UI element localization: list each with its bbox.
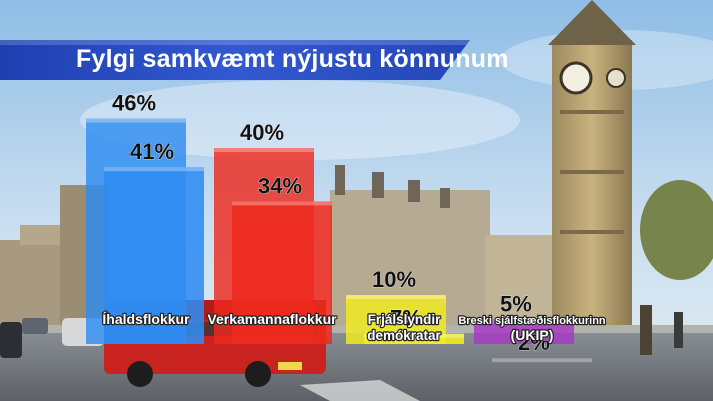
clock-face-icon [606, 68, 626, 88]
bar-sheen [346, 295, 446, 299]
bar-sheen [86, 118, 186, 123]
cloud [80, 80, 520, 160]
tower-band [560, 230, 624, 234]
value-label: 7% [390, 306, 422, 331]
bar-sheen [232, 201, 332, 206]
category-label: Breski sjálfstæðisflokkurinn [458, 315, 606, 327]
bar-sheen [474, 319, 574, 324]
chimney [335, 165, 345, 195]
value-label: 5% [500, 292, 532, 317]
category-label: (UKIP) [511, 327, 554, 343]
big-ben-spire [548, 0, 636, 45]
bus-wheel-icon [127, 361, 153, 387]
bar-ukip-series-1 [474, 319, 574, 344]
bar-sheen [104, 167, 204, 172]
category-label: demókratar [367, 328, 441, 343]
bar-sheen [364, 333, 464, 338]
bar-sheen [214, 148, 314, 152]
bar-verkamannaflokkur-series-2 [232, 201, 332, 344]
chimney [372, 172, 384, 198]
chimney [440, 188, 450, 208]
bar-frjalslyndir-series-2 [364, 333, 464, 344]
value-label: 40% [240, 120, 284, 145]
value-label: 41% [130, 139, 174, 164]
tower-band [560, 170, 624, 174]
category-label: Íhaldsflokkur [102, 311, 190, 327]
tree [640, 180, 713, 280]
value-label: 10% [372, 267, 416, 292]
bar-sheen [492, 358, 592, 363]
bar-ihaldsflokkur-series-2 [104, 167, 204, 344]
chimney [408, 180, 420, 202]
pedestrian [640, 305, 652, 355]
category-label: Frjálslyndir [368, 312, 442, 327]
value-label: 46% [112, 91, 156, 116]
value-label: 34% [258, 173, 302, 198]
building-right [485, 235, 565, 335]
road-marking [300, 380, 420, 401]
tower-band [560, 110, 624, 114]
pedestrian [674, 312, 683, 348]
chart-title: Fylgi samkvæmt nýjustu könnunum [76, 45, 509, 73]
bus-plate [278, 362, 302, 370]
building-roof [20, 225, 60, 245]
value-label: 2% [518, 330, 550, 355]
car [0, 322, 22, 358]
car [22, 318, 48, 334]
title-banner [0, 40, 470, 80]
clock-face-icon [559, 61, 593, 95]
bus-wheel-icon [245, 361, 271, 387]
category-label: Verkamannaflokkur [207, 311, 337, 327]
